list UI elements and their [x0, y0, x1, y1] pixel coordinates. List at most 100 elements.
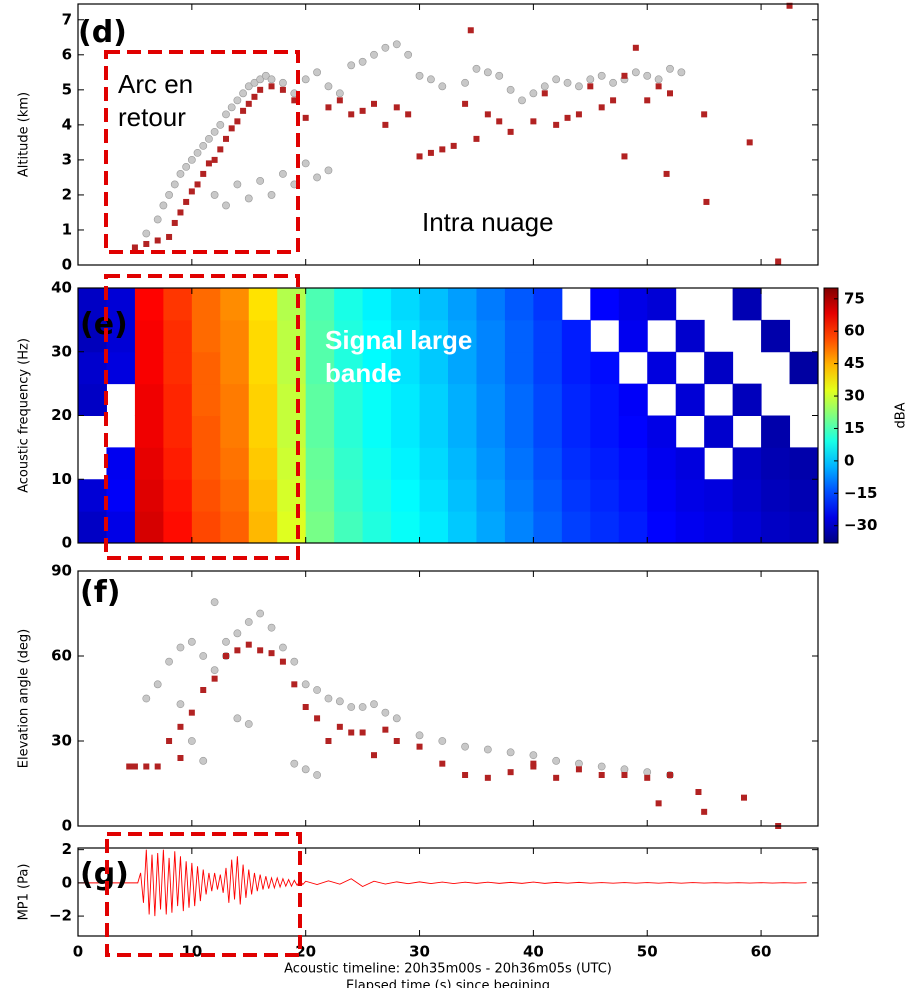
- point: [439, 146, 446, 153]
- point: [143, 763, 150, 770]
- point: [667, 90, 673, 97]
- point: [234, 647, 241, 654]
- point: [552, 756, 561, 765]
- point: [324, 166, 333, 175]
- colorbar-tick-label: −30: [844, 516, 877, 534]
- heat-cell: [220, 479, 250, 512]
- heat-cell: [448, 351, 477, 385]
- point: [416, 743, 423, 750]
- heat-cell: [647, 511, 677, 544]
- point: [598, 104, 605, 111]
- point: [507, 128, 514, 135]
- point: [302, 704, 309, 710]
- point: [233, 629, 242, 638]
- heat-cell: [590, 288, 620, 321]
- heat-cell: [362, 288, 392, 321]
- point: [290, 180, 299, 189]
- heat-cell: [704, 351, 734, 385]
- point: [325, 738, 332, 744]
- y-tick-label: 6: [62, 45, 72, 63]
- point: [620, 765, 629, 774]
- heat-cell: [448, 447, 477, 480]
- point: [371, 752, 377, 759]
- heat-cell: [476, 447, 506, 480]
- y-tick-label: 7: [62, 10, 72, 28]
- point: [609, 78, 617, 87]
- heat-cell: [675, 383, 705, 416]
- point: [256, 609, 265, 618]
- point: [695, 789, 702, 795]
- heat-cell: [277, 415, 307, 448]
- x-tick-label: 0: [73, 943, 83, 961]
- heat-cell: [590, 383, 620, 416]
- colorbar-tick-label: 15: [844, 419, 865, 437]
- heat-cell: [362, 351, 392, 385]
- heat-cell: [191, 447, 221, 480]
- y-tick-label: 0: [62, 256, 72, 274]
- heat-cell: [134, 288, 164, 321]
- point: [506, 748, 515, 757]
- heat-cell: [476, 383, 506, 416]
- heat-cell: [78, 511, 107, 544]
- heat-cell: [618, 319, 648, 353]
- heat-cell: [618, 415, 648, 448]
- colorbar-tick-label: −15: [844, 484, 877, 502]
- heat-cell: [191, 351, 221, 385]
- point: [644, 97, 651, 104]
- point: [205, 160, 212, 167]
- colorbar-tick-label: 0: [844, 451, 854, 469]
- point: [347, 61, 356, 70]
- point: [540, 82, 549, 91]
- heat-cell: [248, 319, 278, 353]
- point: [210, 598, 219, 607]
- heat-cell: [220, 415, 250, 448]
- point: [251, 93, 258, 100]
- heat-cell: [448, 415, 477, 448]
- point: [461, 742, 469, 751]
- colorbar: [823, 287, 839, 544]
- point: [165, 191, 173, 199]
- point: [575, 82, 583, 91]
- point: [335, 89, 344, 98]
- point: [358, 703, 367, 711]
- point: [392, 40, 401, 49]
- point: [256, 177, 265, 185]
- panel-label: (g): [80, 857, 129, 892]
- heat-cell: [78, 479, 107, 512]
- point: [450, 142, 457, 149]
- colorbar-tick-label: 45: [844, 354, 865, 372]
- point: [200, 170, 207, 177]
- x-axis-label: Acoustic timeline: 20h35m00s - 20h36m05s…: [284, 962, 612, 977]
- point: [586, 75, 595, 84]
- point: [210, 191, 219, 199]
- point: [336, 723, 343, 730]
- heat-cell: [391, 447, 421, 480]
- x-tick-label: 60: [751, 943, 772, 961]
- heat-cell: [561, 319, 591, 353]
- y-tick-label: 90: [51, 562, 72, 580]
- point: [563, 78, 572, 87]
- point: [313, 686, 321, 694]
- colorbar-tick-label: 60: [844, 322, 865, 340]
- heat-cell: [419, 415, 449, 448]
- heat-cell: [334, 511, 364, 544]
- heat-cell: [362, 447, 392, 480]
- point: [506, 85, 515, 94]
- heat-cell: [391, 479, 421, 512]
- point: [182, 163, 191, 171]
- heat-cell: [448, 319, 477, 353]
- point: [131, 763, 138, 770]
- heat-cell: [334, 351, 364, 385]
- heat-cell: [761, 415, 791, 448]
- heat-cell: [561, 447, 591, 480]
- heat-cell: [277, 351, 307, 385]
- heat-cell: [248, 479, 278, 512]
- heat-cell: [618, 511, 648, 544]
- heat-cell: [789, 479, 819, 512]
- heat-cell: [590, 447, 620, 480]
- heat-cell: [305, 351, 335, 385]
- colorbar-tick-label: 75: [844, 289, 865, 307]
- heat-cell: [675, 479, 705, 512]
- point: [153, 215, 162, 224]
- point: [244, 194, 253, 203]
